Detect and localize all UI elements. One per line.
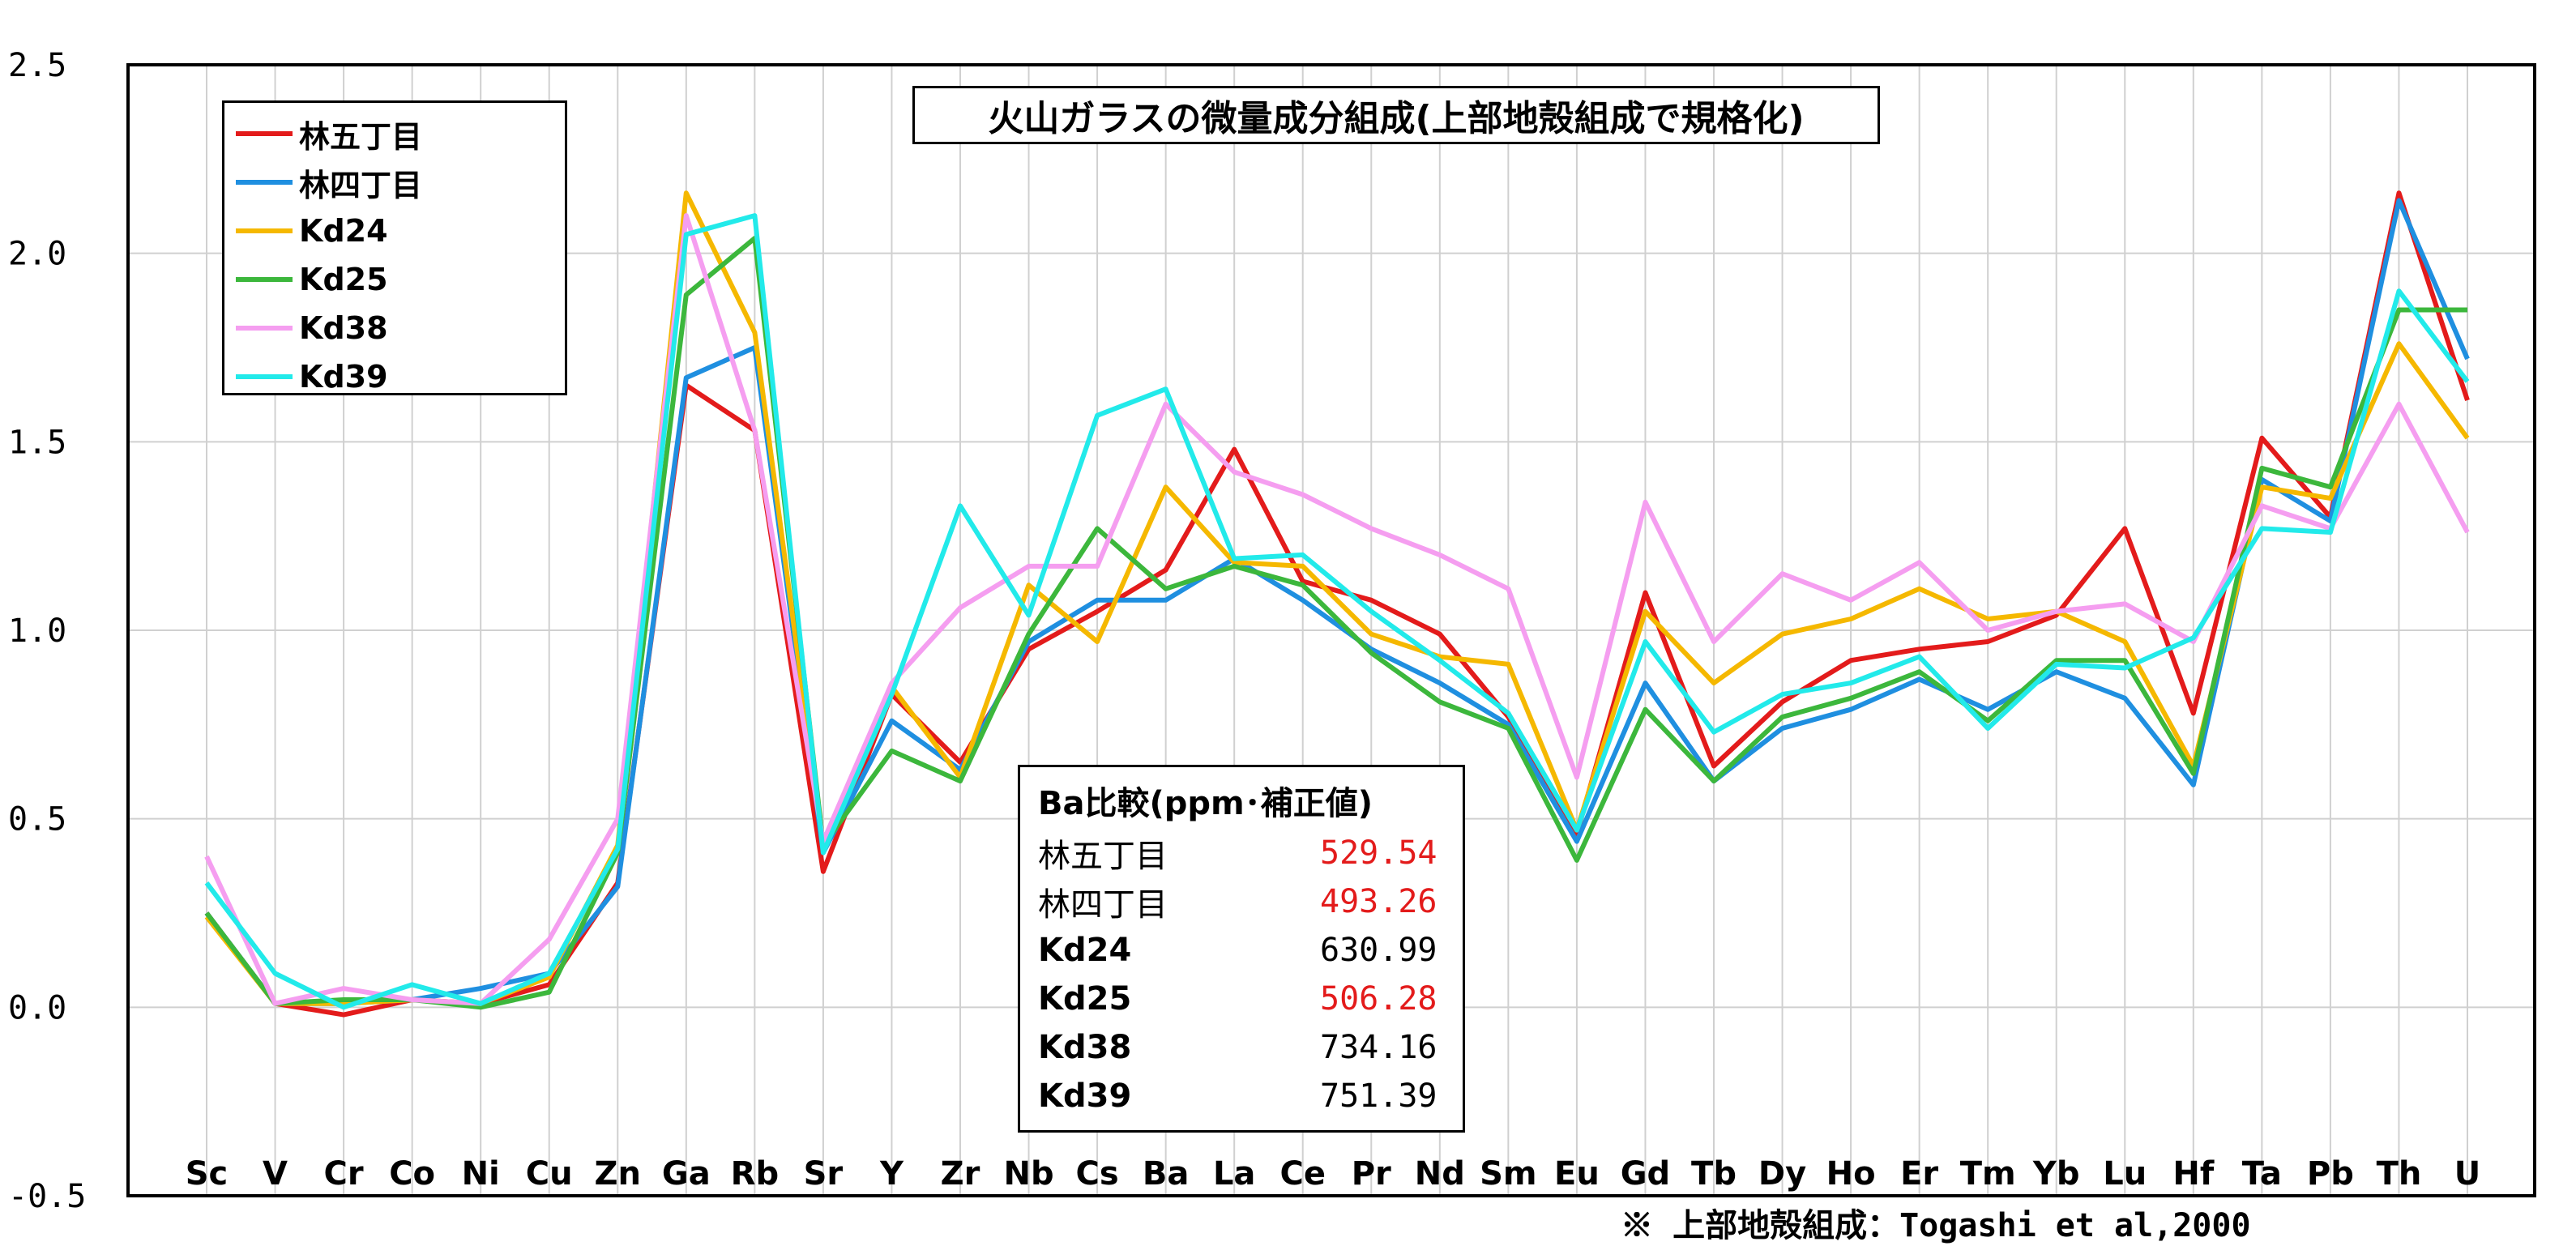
x-category-label: Ce [1279,1155,1325,1193]
chart-title: 火山ガラスの微量成分組成(上部地殻組成で規格化) [912,86,1880,144]
series-lines [204,190,2470,1018]
ba-sample-name: Kd24 [1038,932,1132,969]
x-category-label: Ga [662,1155,711,1193]
x-category-label: Pb [2307,1155,2354,1193]
y-tick-label: 0.0 [8,989,66,1026]
legend-item: Kd39 [236,352,565,401]
x-category-label: Y [879,1155,904,1193]
x-category-label: Cs [1076,1155,1119,1193]
ba-sample-name: Kd25 [1038,980,1132,1018]
x-category-label: Ni [462,1155,500,1193]
x-category-label: Cu [526,1155,573,1193]
ba-table-rows: 林五丁目 529.54 林四丁目 493.26 Kd24 630.99 Kd25 506.28… [1038,829,1463,1120]
y-axis-ticks: 2.5 2.0 1.5 1.0 0.5 0.0 -0.5 [8,47,86,1215]
legend-label: Kd38 [299,310,388,346]
series-line-1 [204,198,2470,1006]
legend-item: 林四丁目 [236,158,565,207]
y-tick-label: 2.0 [8,236,66,273]
y-tick-label: 1.0 [8,612,66,650]
ba-table-row: 林五丁目 529.54 [1038,829,1463,877]
y-tick-label: -0.5 [8,1178,86,1215]
legend-item: Kd38 [236,304,565,352]
legend-swatch [236,326,293,331]
legend-swatch [236,180,293,185]
y-tick-label: 1.5 [8,424,66,461]
ba-value: 529.54 [1320,834,1438,872]
x-category-label: Zn [595,1155,641,1193]
ba-table-row: Kd24 630.99 [1038,926,1463,975]
ba-sample-name: Kd38 [1038,1029,1132,1066]
legend-label: Kd24 [299,213,388,249]
x-category-label: Ba [1143,1155,1189,1193]
legend-swatch [236,228,293,233]
x-category-label: Sr [804,1155,844,1193]
ba-table-row: Kd25 506.28 [1038,975,1463,1023]
ba-table-row: Kd39 751.39 [1038,1072,1463,1120]
ba-sample-name: 林五丁目 [1038,838,1168,875]
ba-sample-name: 林四丁目 [1038,886,1168,924]
legend-item: Kd24 [236,207,565,255]
legend-swatch [236,277,293,282]
x-category-label: Th [2377,1155,2422,1193]
ba-value: 506.28 [1320,980,1438,1018]
x-category-label: Er [1900,1155,1938,1193]
x-category-label: Cr [324,1155,364,1193]
x-category-label: Tm [1960,1155,2016,1193]
x-category-label: Eu [1554,1155,1600,1193]
x-category-label: U [2454,1155,2480,1193]
x-category-label: Yb [2032,1155,2080,1193]
series-line-5 [204,213,2470,1010]
legend-label: Kd25 [299,262,388,297]
x-category-label: V [263,1155,288,1193]
ba-table-row: 林四丁目 493.26 [1038,877,1463,926]
x-category-label: Zr [941,1155,980,1193]
x-category-label: Ta [2242,1155,2282,1193]
ba-table-title: Ba比較(ppm･補正値) [1038,785,1373,822]
legend-swatch [236,374,293,379]
x-category-label: Hf [2172,1155,2214,1193]
legend-label: Kd39 [299,359,388,395]
y-tick-label: 0.5 [8,801,66,838]
ba-value: 734.16 [1320,1029,1438,1066]
ba-value: 493.26 [1320,883,1438,920]
legend-item: Kd25 [236,255,565,304]
x-category-label: Nd [1415,1155,1465,1193]
footnote: ※ 上部地殻組成：Togashi et al,2000 [1621,1207,2251,1244]
x-category-label: Ho [1826,1155,1876,1193]
x-category-label: Nb [1003,1155,1053,1193]
x-category-label: Co [389,1155,435,1193]
y-tick-label: 2.5 [8,47,66,84]
x-category-label: Sc [186,1155,229,1193]
legend-item: 林五丁目 [236,109,565,158]
plot-area-border [126,63,2536,1197]
x-category-label: Pr [1352,1155,1391,1193]
series-line-4 [204,213,2470,1006]
x-category-label: Gd [1621,1155,1670,1193]
legend-label: 林四丁目 [299,167,423,203]
ba-value: 630.99 [1320,932,1438,969]
ba-sample-name: Kd39 [1038,1077,1132,1115]
legend: 林五丁目林四丁目 Kd24 Kd25 Kd38 Kd39 [222,100,567,395]
x-category-label: La [1213,1155,1255,1193]
legend-label: 林五丁目 [299,118,423,155]
ba-table-row: Kd38 734.16 [1038,1023,1463,1072]
x-category-label: Rb [731,1155,779,1193]
x-category-label: Sm [1480,1155,1537,1193]
ba-comparison-table: Ba比較(ppm･補正値) 林五丁目 529.54 林四丁目 493.26 Kd24 63… [1018,765,1465,1133]
x-category-label: Lu [2103,1155,2147,1193]
x-category-label: Tb [1691,1155,1737,1193]
x-axis-ticks: Sc V Cr Co Ni Cu Zn Ga Rb Sr Y Zr Nb Cs Ba La Ce Pr Nd Sm Eu… [186,1155,2481,1193]
legend-swatch [236,131,293,136]
series-line-3 [204,236,2467,1010]
ba-value: 751.39 [1320,1077,1438,1115]
x-category-label: Dy [1758,1155,1806,1193]
